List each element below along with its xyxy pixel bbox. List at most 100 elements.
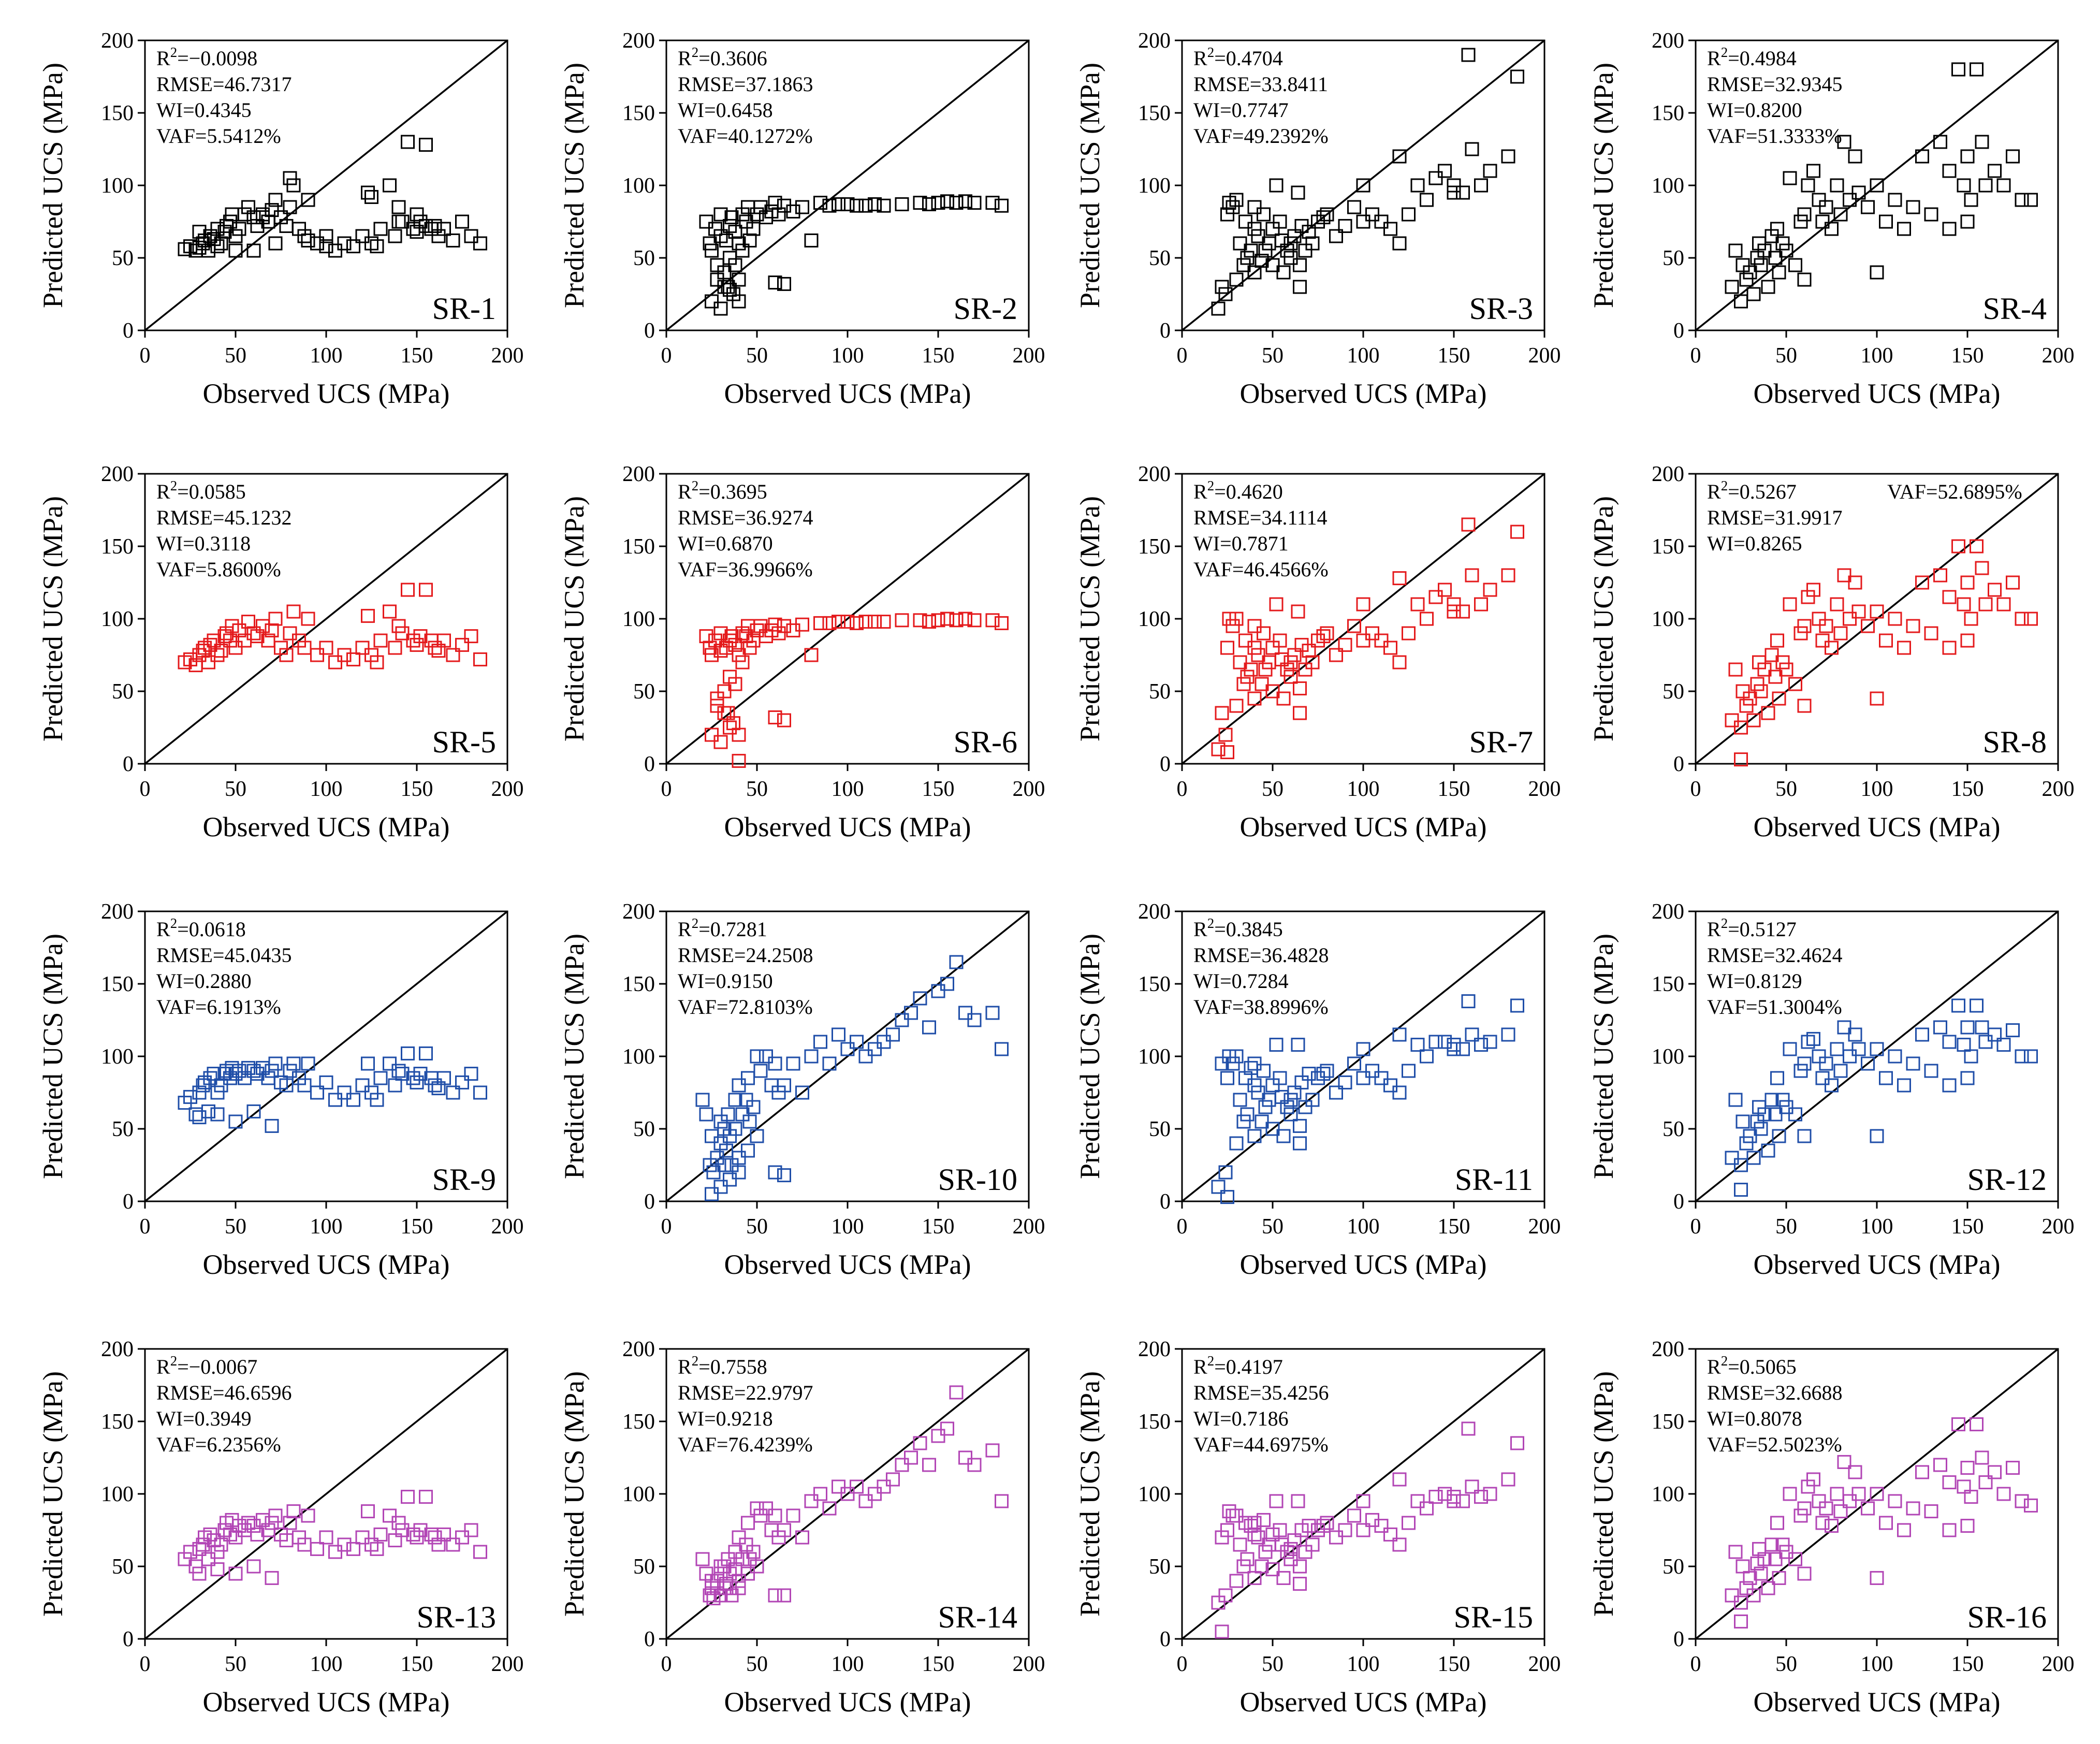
data-point [1833, 1504, 1848, 1519]
data-point [705, 1129, 719, 1143]
data-point [214, 644, 228, 658]
data-point [1736, 258, 1750, 272]
data-point [713, 735, 728, 749]
stat-line: VAF=49.2392% [1193, 124, 1329, 148]
data-point [735, 655, 750, 670]
data-point [1728, 243, 1743, 258]
data-point [1768, 1552, 1783, 1566]
data-point [1302, 644, 1316, 658]
data-point [705, 648, 719, 662]
x-tick-label: 100 [1347, 1215, 1380, 1239]
data-point [904, 1006, 918, 1020]
data-point [1764, 1537, 1779, 1552]
scatter-panel-13: 0 50 100 150 200 0 50 100 150 200 Observed UCS (MP… [37, 1338, 524, 1718]
data-point [246, 210, 261, 225]
data-point [1293, 1118, 1307, 1133]
data-point [1888, 1494, 1902, 1508]
data-point [967, 613, 982, 628]
y-tick-label: 100 [1652, 1045, 1684, 1069]
data-point [1316, 629, 1331, 644]
data-point [1848, 149, 1862, 164]
x-tick-label: 200 [1013, 344, 1045, 368]
stat-line: R2=0.4620 [1193, 478, 1283, 503]
data-point [207, 232, 221, 246]
y-tick-label: 0 [123, 319, 134, 343]
x-tick-label: 50 [1262, 1652, 1284, 1676]
data-point [1222, 1049, 1236, 1064]
data-point [1815, 633, 1830, 648]
data-point [742, 1114, 757, 1129]
data-point [297, 229, 312, 243]
data-point [1957, 1038, 1971, 1052]
data-point [717, 265, 732, 280]
data-point [192, 225, 207, 239]
data-point [1374, 1519, 1389, 1533]
data-point [1848, 575, 1862, 590]
x-tick-label: 0 [661, 1215, 672, 1239]
x-tick-label: 200 [2042, 1215, 2075, 1239]
data-point [1474, 1038, 1488, 1052]
data-point [1819, 1501, 1833, 1516]
data-point [1365, 207, 1379, 222]
data-point [1964, 193, 1978, 207]
data-point [732, 236, 746, 251]
y-axis-label: Predicted UCS (MPa) [559, 63, 590, 308]
data-point [1273, 1071, 1287, 1085]
one-to-one-line [144, 473, 508, 765]
data-point [1743, 1571, 1757, 1585]
data-point [732, 1574, 746, 1588]
scatter-panel-15: 0 50 100 150 200 0 50 100 150 200 Observed UCS (MP… [1074, 1338, 1561, 1718]
data-point [286, 604, 301, 619]
stat-line: R2=0.7558 [678, 1353, 767, 1378]
data-point [931, 1429, 945, 1443]
data-point [2015, 193, 2029, 207]
data-point [985, 196, 1000, 210]
data-point [1906, 619, 1920, 633]
data-point [1793, 626, 1808, 641]
data-point [742, 1552, 757, 1566]
data-point [1265, 258, 1280, 272]
x-axis-label: Observed UCS (MPa) [724, 1687, 971, 1718]
data-point [1501, 568, 1515, 583]
data-point [1356, 597, 1370, 612]
data-point [1222, 1504, 1236, 1519]
stat-line: WI=0.8078 [1707, 1407, 1802, 1430]
data-point [310, 648, 324, 662]
data-point [1743, 1129, 1757, 1143]
data-point [1265, 1527, 1280, 1542]
data-point [1833, 207, 1848, 222]
data-point [1257, 1513, 1271, 1527]
data-point [1837, 1455, 1851, 1469]
data-point [732, 1078, 746, 1093]
data-point [1797, 1056, 1812, 1071]
data-point [1365, 1064, 1379, 1078]
stat-line: RMSE=34.1114 [1193, 506, 1328, 529]
data-point [1280, 243, 1294, 258]
data-point [710, 1574, 724, 1588]
data-point [1215, 280, 1229, 294]
data-point [337, 236, 352, 251]
data-point [1420, 612, 1434, 626]
data-point [1837, 568, 1851, 583]
data-point [1222, 196, 1236, 210]
data-point [1942, 1523, 1957, 1537]
data-point [840, 197, 855, 211]
x-tick-label: 150 [1438, 777, 1470, 801]
data-point [1772, 265, 1786, 280]
stat-line: VAF=5.8600% [156, 558, 281, 581]
data-point [446, 233, 460, 248]
data-point [728, 637, 742, 652]
stat-line: RMSE=35.4256 [1193, 1381, 1329, 1404]
data-point [364, 190, 378, 204]
data-point [1257, 207, 1271, 222]
data-point [241, 615, 255, 629]
stat-line: WI=0.3949 [156, 1407, 252, 1430]
scatter-panel-6: 0 50 100 150 200 0 50 100 150 200 Observed UCS (MP… [559, 462, 1045, 842]
data-point [1830, 1487, 1844, 1501]
x-tick-label: 50 [225, 1652, 246, 1676]
stat-line: VAF=5.5412% [156, 124, 281, 148]
data-point [1812, 1494, 1826, 1508]
stat-line: WI=0.3118 [156, 532, 251, 555]
data-point [995, 616, 1009, 630]
data-point [1725, 1151, 1739, 1165]
